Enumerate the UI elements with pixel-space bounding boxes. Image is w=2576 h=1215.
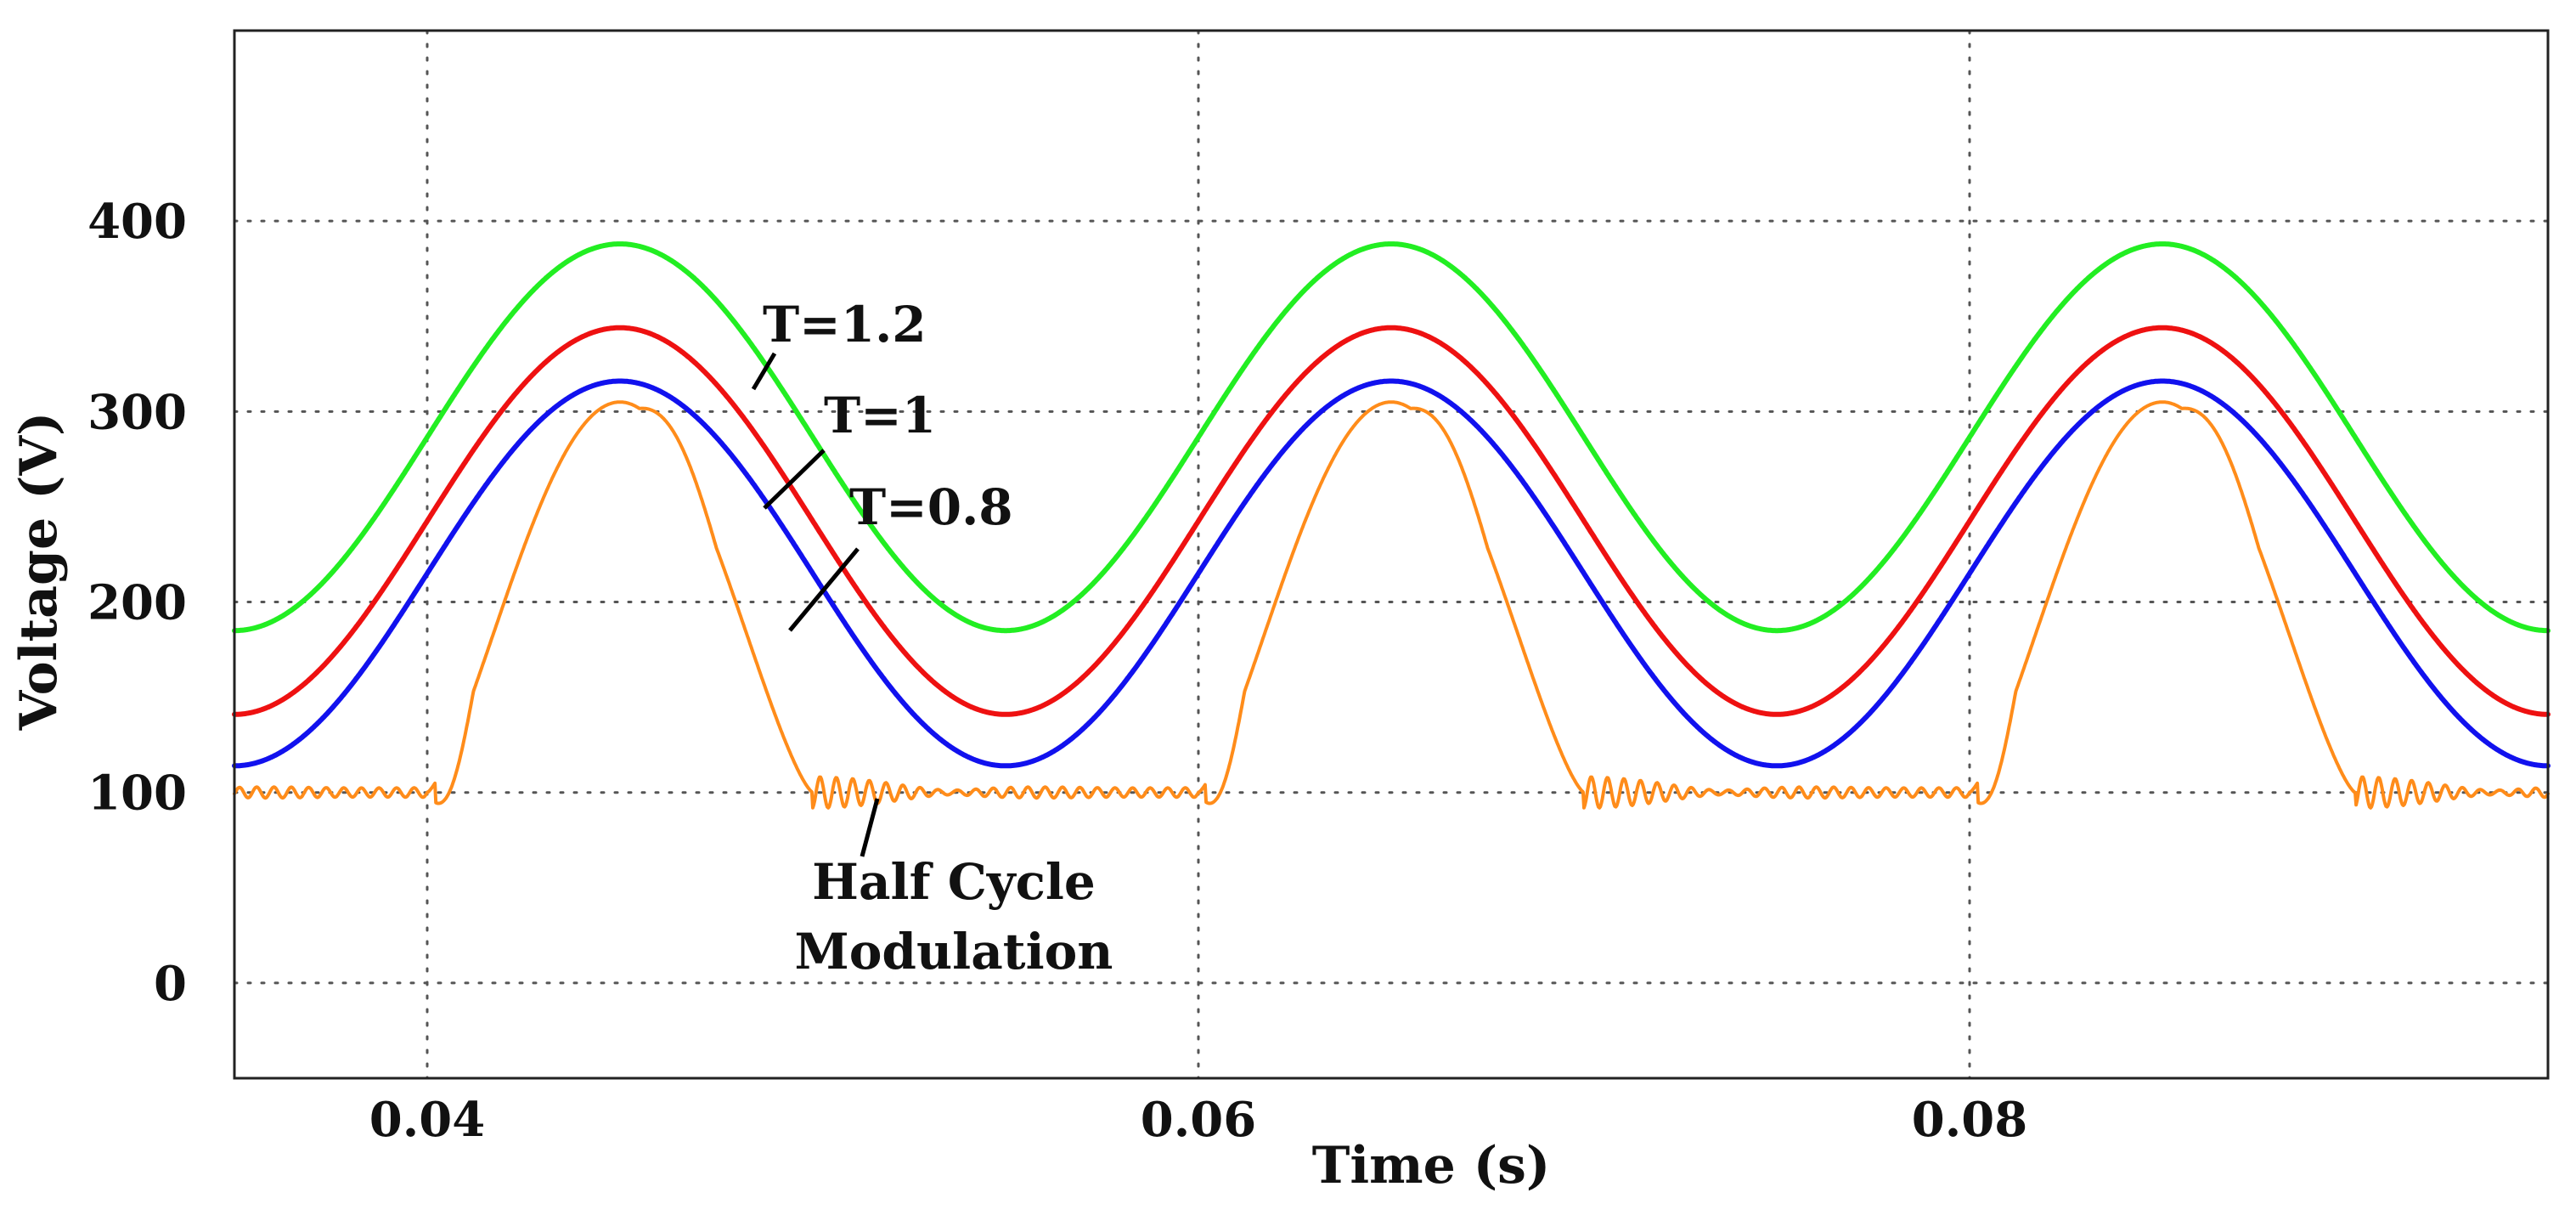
grid-layer xyxy=(233,29,2550,1080)
series-line-half-cycle-modulation xyxy=(233,400,2550,810)
y-tick-label: 400 xyxy=(87,194,187,250)
series-layer xyxy=(232,241,2551,810)
x-tick-label: 0.06 xyxy=(1141,1092,1256,1148)
annotation-t08: T=0.8 xyxy=(849,478,1013,536)
annotation-leader-hcm xyxy=(860,798,880,857)
series-line-t-0-8 xyxy=(232,378,2551,769)
plot-frame xyxy=(233,29,2550,1080)
y-tick-label: 0 xyxy=(154,956,187,1012)
annotation-leader-t12 xyxy=(751,352,777,391)
y-tick-labels: 0 100 200 300 400 xyxy=(87,194,187,1012)
y-tick-label: 300 xyxy=(87,384,187,440)
series-line-t-1-2 xyxy=(232,241,2551,634)
x-tick-labels: 0.04 0.06 0.08 xyxy=(369,1092,2027,1148)
x-tick-label: 0.08 xyxy=(1912,1092,2027,1148)
annotation-leader-t08 xyxy=(788,547,860,632)
annotation-hcm-line2: Modulation xyxy=(795,923,1113,980)
x-tick-label: 0.04 xyxy=(369,1092,485,1148)
annotation-hcm-line1: Half Cycle xyxy=(812,853,1096,911)
annotation-t12: T=1.2 xyxy=(763,296,927,353)
y-tick-label: 100 xyxy=(87,766,187,822)
y-tick-label: 200 xyxy=(87,575,187,631)
series-line-t-1 xyxy=(232,325,2551,717)
x-axis-label: Time (s) xyxy=(1312,1136,1551,1195)
annotation-t1: T=1 xyxy=(824,387,936,444)
y-axis-label: Voltage (V) xyxy=(9,412,69,732)
annotation-leader-t1 xyxy=(763,449,826,510)
